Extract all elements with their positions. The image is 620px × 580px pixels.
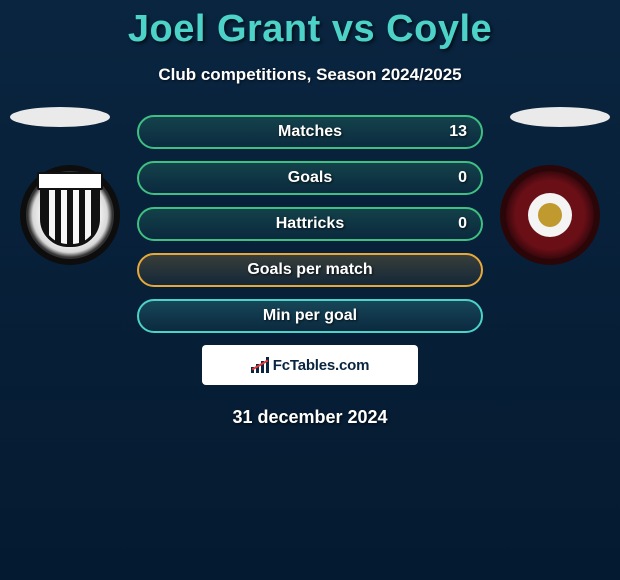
trend-line-icon (251, 358, 265, 372)
stat-row: Hattricks0 (137, 207, 483, 241)
player-left-avatar-placeholder (10, 107, 110, 127)
club-crest-right (500, 165, 600, 265)
stat-value-right: 13 (449, 123, 467, 141)
stat-label: Goals per match (139, 261, 481, 279)
stat-value-right: 0 (458, 169, 467, 187)
stat-row: Goals per match (137, 253, 483, 287)
page-subtitle: Club competitions, Season 2024/2025 (0, 65, 620, 85)
attribution-badge: FcTables.com (202, 345, 418, 385)
stat-value-right: 0 (458, 215, 467, 233)
stat-row: Matches13 (137, 115, 483, 149)
stat-row: Goals0 (137, 161, 483, 195)
stat-label: Goals (139, 169, 481, 187)
comparison-container: Matches13Goals0Hattricks0Goals per match… (0, 115, 620, 428)
stats-list: Matches13Goals0Hattricks0Goals per match… (137, 115, 483, 333)
attribution-text: FcTables.com (273, 357, 370, 374)
snapshot-date: 31 december 2024 (10, 407, 610, 428)
stat-label: Hattricks (139, 215, 481, 233)
page-title: Joel Grant vs Coyle (0, 0, 620, 51)
stat-label: Min per goal (139, 307, 481, 325)
club-crest-left (20, 165, 120, 265)
stat-label: Matches (139, 123, 481, 141)
player-right-avatar-placeholder (510, 107, 610, 127)
stat-row: Min per goal (137, 299, 483, 333)
